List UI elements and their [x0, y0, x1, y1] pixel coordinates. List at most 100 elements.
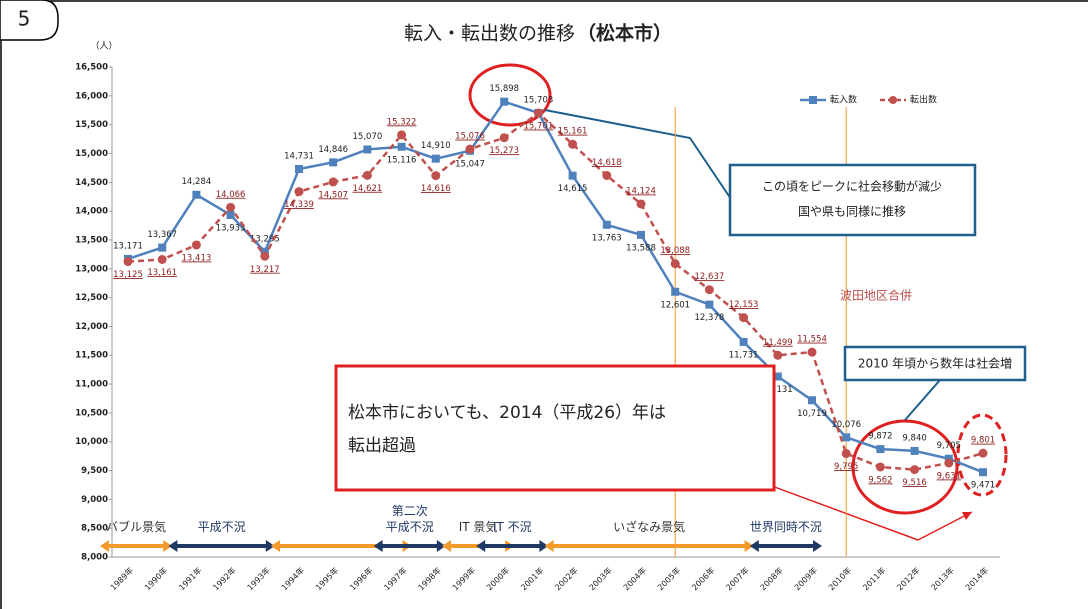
arrow-head [436, 540, 446, 552]
period-label: バブル景気 [106, 519, 166, 534]
period-label: 世界同時不況 [750, 519, 822, 534]
x-tick-label: 1998年 [416, 565, 443, 592]
x-tick-label: 1997年 [382, 565, 409, 592]
marker [191, 240, 201, 250]
arrow-head [749, 540, 759, 552]
x-tick-label: 2004年 [621, 565, 648, 592]
merger-label: 波田地区合併 [840, 288, 912, 303]
callout-box [843, 345, 1027, 382]
data-label: 9,562 [868, 475, 892, 485]
note-text: 転出超過 [348, 436, 416, 456]
legend-label: 転出数 [910, 94, 937, 106]
x-tick-label: 1989年 [108, 565, 135, 592]
marker [807, 347, 817, 357]
arrow-head [373, 540, 383, 552]
marker [739, 313, 749, 323]
marker [431, 154, 440, 163]
data-label: 13,161 [147, 268, 177, 278]
data-label: 13,763 [592, 233, 622, 243]
data-label: 10,719 [797, 409, 827, 419]
marker [465, 144, 475, 154]
data-label: 14,616 [421, 184, 451, 194]
x-tick-label: 2001年 [518, 565, 545, 592]
marker [637, 230, 645, 239]
marker [910, 446, 919, 455]
data-label: 10,076 [831, 420, 861, 430]
arrow-head [744, 540, 754, 552]
data-label: 11,554 [797, 335, 827, 345]
data-label: 11,131 [763, 385, 793, 395]
y-tick-label: 15,500 [75, 120, 108, 130]
data-label: 9,471 [971, 481, 995, 491]
x-tick-label: 2009年 [792, 565, 819, 592]
data-label: 15,273 [489, 146, 519, 156]
y-tick-label: 10,000 [75, 437, 108, 447]
data-label: 13,171 [113, 241, 143, 251]
increase-highlight [851, 419, 959, 515]
y-tick-label: 10,500 [75, 408, 108, 418]
marker [363, 145, 372, 154]
data-label: 15,701 [524, 122, 554, 132]
data-label: 14,339 [284, 200, 314, 210]
data-label: 14,615 [558, 184, 588, 194]
y-tick-label: 15,000 [75, 149, 108, 159]
marker [123, 257, 133, 267]
callout-text: 2010 年頃から数年は社会増 [858, 356, 1012, 371]
marker [328, 177, 338, 187]
marker [157, 254, 167, 264]
period-label-line: 平成不況 [198, 519, 246, 534]
arrow-head [962, 512, 972, 520]
callout-box [728, 163, 977, 237]
data-label: 9,705 [937, 441, 961, 451]
marker [842, 433, 851, 442]
data-label: 12,153 [729, 300, 759, 310]
x-tick-label: 2011年 [860, 565, 887, 592]
arrow-head [442, 540, 451, 552]
y-tick-label: 11,500 [75, 351, 108, 361]
marker [295, 164, 303, 173]
x-tick-label: 1991年 [176, 565, 203, 592]
x-tick-label: 2012年 [895, 565, 922, 592]
marker [978, 448, 988, 458]
x-tick-label: 2010年 [826, 565, 853, 592]
period-label: IT 景気 [459, 519, 498, 534]
marker [499, 133, 509, 143]
marker [158, 243, 167, 252]
data-label: 11,731 [729, 350, 759, 360]
marker [705, 300, 714, 309]
marker [636, 199, 646, 209]
arrow-head [163, 540, 173, 552]
data-label: 13,933 [216, 223, 246, 233]
x-tick-label: 1995年 [313, 565, 340, 592]
chart-title: 転入・転出数の推移 [404, 23, 575, 45]
arrow-head [265, 540, 275, 552]
data-label: 12,378 [695, 313, 725, 323]
callout-text: この頃をピークに社会移動が減少 [762, 179, 942, 194]
callout-pointer [904, 379, 941, 421]
marker [568, 139, 578, 149]
marker [226, 202, 236, 212]
x-tick-label: 2003年 [587, 565, 614, 592]
note-box [334, 364, 776, 492]
marker [704, 285, 714, 295]
x-tick-label: 1994年 [279, 565, 306, 592]
plot: 8,000 8,500 9,000 9,500 10,000 10,500 11,000 11… [75, 63, 1000, 592]
y-tick-label: 13,500 [75, 235, 108, 245]
x-tick-label: 2014年 [963, 565, 990, 592]
marker [192, 190, 201, 199]
series-line [127, 111, 984, 471]
series-line [127, 100, 984, 474]
y-tick-label: 11,000 [75, 380, 108, 390]
y-tick-label: 14,500 [75, 178, 108, 188]
marker [329, 158, 338, 167]
period-label: いざなみ景気 [613, 519, 685, 534]
data-label: 9,872 [868, 432, 892, 442]
data-label: 14,731 [284, 151, 314, 161]
data-label: 14,621 [353, 184, 383, 194]
data-label: 13,088 [660, 246, 690, 256]
marker [500, 97, 509, 106]
data-label: 9,801 [971, 436, 995, 446]
data-label: 15,076 [455, 132, 485, 142]
data-label: 13,413 [182, 253, 212, 263]
